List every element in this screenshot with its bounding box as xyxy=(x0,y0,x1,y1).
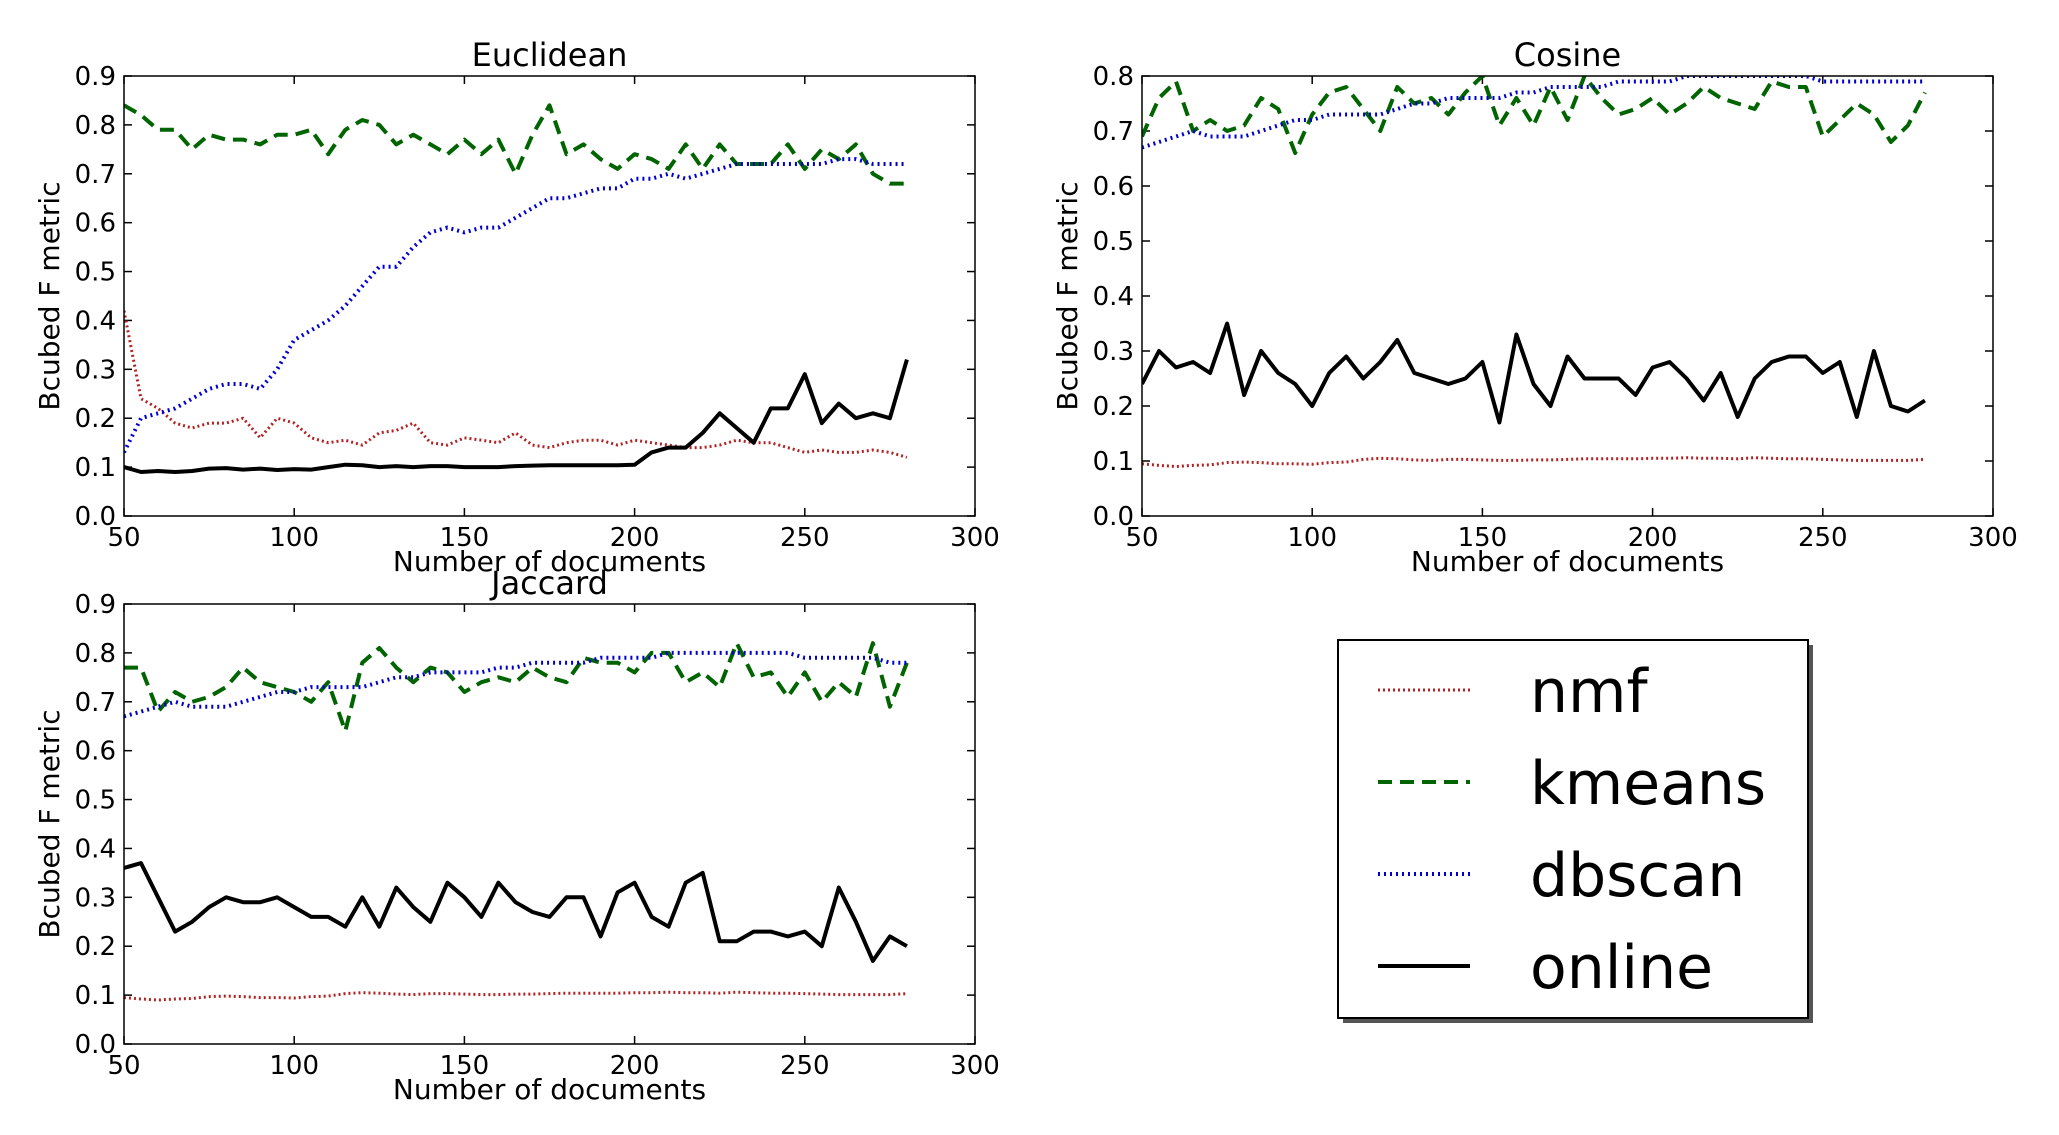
nmf-series-line xyxy=(1142,456,1925,468)
y-tick-label: 0.7 xyxy=(75,160,116,190)
x-tick-label: 200 xyxy=(1628,523,1678,553)
x-tick-label: 200 xyxy=(610,523,660,553)
y-tick-label: 0.6 xyxy=(1093,172,1134,202)
dbscan-series-line xyxy=(124,157,907,454)
jaccard-title: Jaccard xyxy=(489,564,608,602)
dbscan-series-line xyxy=(124,650,907,719)
y-tick-label: 0.5 xyxy=(75,258,116,288)
x-tick-label: 300 xyxy=(950,1051,1000,1081)
axes-frame xyxy=(123,75,976,517)
euclidean-panel: Euclidean Number of documents Bcubed F met… xyxy=(33,36,1000,578)
y-tick-label: 0.2 xyxy=(75,932,116,962)
x-tick-label: 50 xyxy=(107,1051,140,1081)
y-tick-label: 0.1 xyxy=(1093,447,1134,477)
x-tick-label: 100 xyxy=(269,523,319,553)
y-tick-label: 0.9 xyxy=(75,590,116,620)
legend-box xyxy=(1337,639,1809,1019)
x-tick-label: 50 xyxy=(107,523,140,553)
cosine-panel: Cosine Number of documents Bcubed F metric… xyxy=(1051,36,2018,578)
x-tick-label: 100 xyxy=(1287,523,1337,553)
y-tick-label: 0.7 xyxy=(1093,117,1134,147)
x-tick-label: 300 xyxy=(1968,523,2018,553)
nmf-legend-label: nmf xyxy=(1530,657,1649,727)
y-tick-label: 0.0 xyxy=(75,1030,116,1060)
x-tick-label: 300 xyxy=(950,523,1000,553)
y-tick-label: 0.1 xyxy=(75,981,116,1011)
x-tick-label: 150 xyxy=(440,1051,490,1081)
kmeans-legend-label: kmeans xyxy=(1530,749,1766,819)
y-axis-label: Bcubed F metric xyxy=(33,709,66,938)
y-tick-label: 0.4 xyxy=(75,834,116,864)
x-tick-label: 50 xyxy=(1125,523,1158,553)
y-tick-label: 0.2 xyxy=(75,404,116,434)
cosine-title: Cosine xyxy=(1514,36,1621,74)
x-tick-label: 250 xyxy=(1798,523,1848,553)
y-tick-label: 0.8 xyxy=(75,639,116,669)
jaccard-panel: Jaccard Number of documents Bcubed F metri… xyxy=(33,564,1000,1106)
online-legend-label: online xyxy=(1530,933,1713,1003)
y-tick-label: 0.5 xyxy=(1093,227,1134,257)
y-axis-label: Bcubed F metric xyxy=(1051,181,1084,410)
x-axis-label: Number of documents xyxy=(1411,545,1724,578)
y-tick-label: 0.0 xyxy=(1093,502,1134,532)
y-tick-label: 0.1 xyxy=(75,453,116,483)
x-tick-label: 100 xyxy=(269,1051,319,1081)
y-tick-label: 0.0 xyxy=(75,502,116,532)
kmeans-series-line xyxy=(124,103,907,186)
online-series-line xyxy=(1142,321,1926,425)
dbscan-legend-label: dbscan xyxy=(1530,841,1745,911)
axes-frame xyxy=(1141,75,1994,517)
y-tick-label: 0.8 xyxy=(75,111,116,141)
kmeans-series-line xyxy=(1142,76,1927,155)
y-tick-label: 0.5 xyxy=(75,786,116,816)
x-tick-label: 150 xyxy=(1458,523,1508,553)
legend: nmf kmeans dbscan online xyxy=(1337,639,1813,1023)
euclidean-title: Euclidean xyxy=(472,36,628,74)
x-tick-label: 250 xyxy=(780,1051,830,1081)
nmf-series-line xyxy=(124,990,907,1002)
y-tick-label: 0.2 xyxy=(1093,392,1134,422)
x-tick-label: 200 xyxy=(610,1051,660,1081)
y-tick-label: 0.8 xyxy=(1093,62,1134,92)
x-tick-label: 150 xyxy=(440,523,490,553)
y-tick-label: 0.4 xyxy=(1093,282,1134,312)
y-tick-label: 0.7 xyxy=(75,688,116,718)
y-tick-label: 0.3 xyxy=(75,355,116,385)
online-series-line xyxy=(124,861,908,963)
y-tick-label: 0.3 xyxy=(75,883,116,913)
online-series-line xyxy=(124,359,909,474)
x-axis-label: Number of documents xyxy=(393,545,706,578)
kmeans-series-line xyxy=(124,641,909,734)
y-tick-label: 0.6 xyxy=(75,209,116,239)
y-tick-label: 0.6 xyxy=(75,737,116,767)
y-tick-label: 0.4 xyxy=(75,306,116,336)
x-tick-label: 250 xyxy=(780,523,830,553)
y-axis-label: Bcubed F metric xyxy=(33,181,66,410)
y-tick-label: 0.9 xyxy=(75,62,116,92)
y-tick-label: 0.3 xyxy=(1093,337,1134,367)
x-axis-label: Number of documents xyxy=(393,1073,706,1106)
axes-frame xyxy=(123,603,976,1045)
